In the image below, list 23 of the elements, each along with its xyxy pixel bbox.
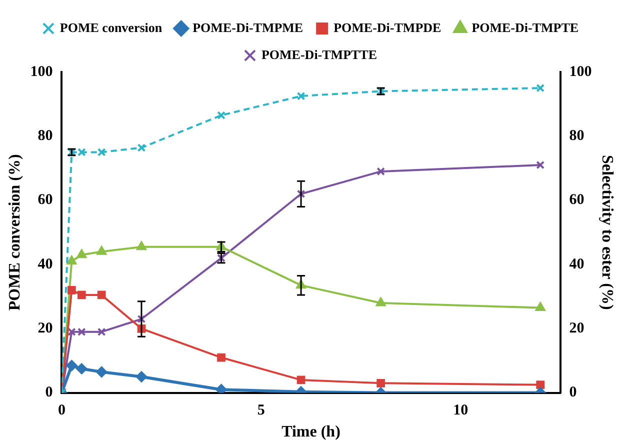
x-tick-label: 10 bbox=[453, 402, 468, 419]
y2-tick-label: 60 bbox=[569, 192, 584, 208]
legend-label: POME-Di-TMPTTE bbox=[261, 46, 378, 62]
y-tick-label: 100 bbox=[30, 64, 53, 80]
legend-label: POME conversion bbox=[60, 20, 163, 35]
y-tick-label: 40 bbox=[38, 256, 53, 272]
y2-tick-label: 80 bbox=[569, 128, 584, 144]
y-tick-label: 60 bbox=[38, 192, 53, 208]
x-axis-title: Time (h) bbox=[282, 424, 340, 441]
y2-tick-label: 40 bbox=[569, 256, 584, 272]
y-axis-title: POME conversion (%) bbox=[6, 154, 24, 311]
x-tick-label: 0 bbox=[58, 402, 66, 419]
y2-tick-label: 20 bbox=[569, 320, 584, 337]
x-tick-label: 5 bbox=[257, 402, 265, 419]
y2-tick-label: 100 bbox=[569, 64, 592, 80]
y-tick-label: 0 bbox=[45, 384, 53, 401]
legend-label: POME-Di-TMPDE bbox=[334, 20, 442, 35]
legend-label: POME-Di-TMPTE bbox=[472, 20, 579, 35]
y2-axis-title: Selectivity to ester (%) bbox=[598, 155, 616, 310]
y-tick-label: 20 bbox=[38, 320, 53, 337]
legend-label: POME-Di-TMPME bbox=[192, 20, 304, 35]
y-tick-label: 80 bbox=[38, 128, 53, 144]
y2-tick-label: 0 bbox=[569, 384, 577, 401]
